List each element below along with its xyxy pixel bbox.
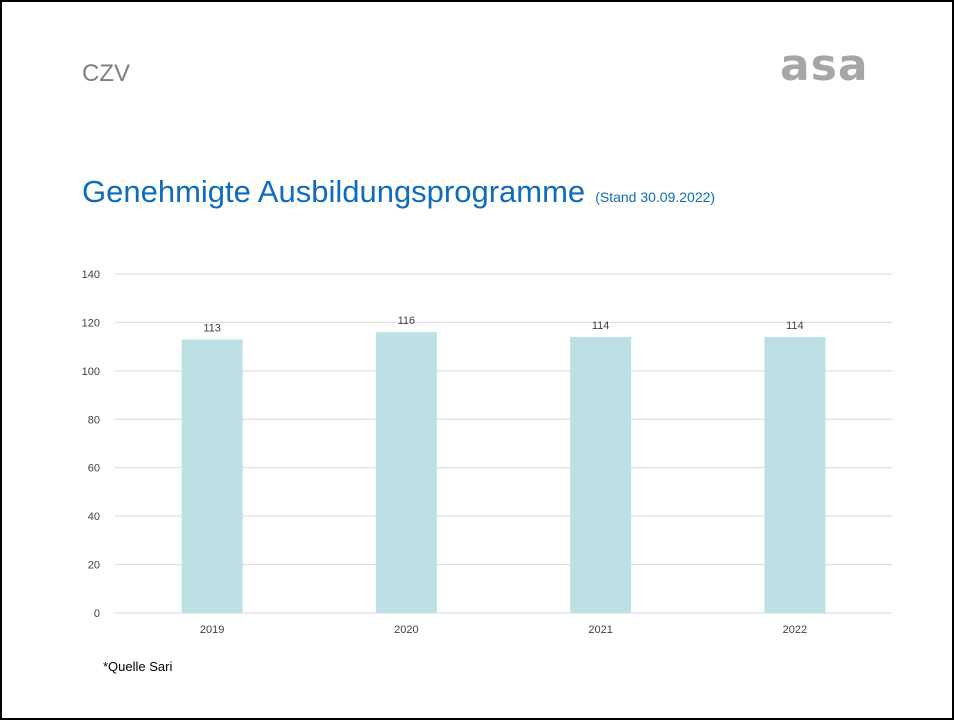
source-footnote: *Quelle Sari	[103, 659, 173, 674]
x-tick-label: 2020	[394, 624, 418, 636]
bar	[570, 336, 632, 613]
title-main: Genehmigte Ausbildungsprogramme	[82, 174, 586, 209]
section-label: CZV	[82, 60, 130, 87]
data-label: 116	[398, 315, 416, 327]
bar	[375, 332, 437, 613]
y-tick-label: 40	[88, 511, 100, 523]
data-label: 113	[203, 322, 221, 334]
y-tick-label: 0	[94, 608, 100, 620]
bar	[764, 336, 826, 613]
data-label: 114	[592, 320, 610, 332]
slide-title: Genehmigte Ausbildungsprogramme (Stand 30…	[82, 174, 715, 210]
bar	[181, 339, 243, 613]
y-tick-label: 100	[82, 366, 100, 378]
x-tick-label: 2022	[783, 624, 807, 636]
y-tick-label: 20	[88, 560, 100, 572]
y-tick-label: 80	[88, 414, 100, 426]
asa-logo: asa	[780, 40, 869, 91]
title-date-note: (Stand 30.09.2022)	[595, 189, 716, 205]
data-label: 114	[786, 320, 804, 332]
y-tick-label: 120	[82, 317, 100, 329]
x-tick-label: 2019	[200, 624, 224, 636]
x-tick-label: 2021	[588, 624, 612, 636]
y-tick-label: 140	[82, 269, 100, 281]
y-tick-label: 60	[88, 463, 100, 475]
